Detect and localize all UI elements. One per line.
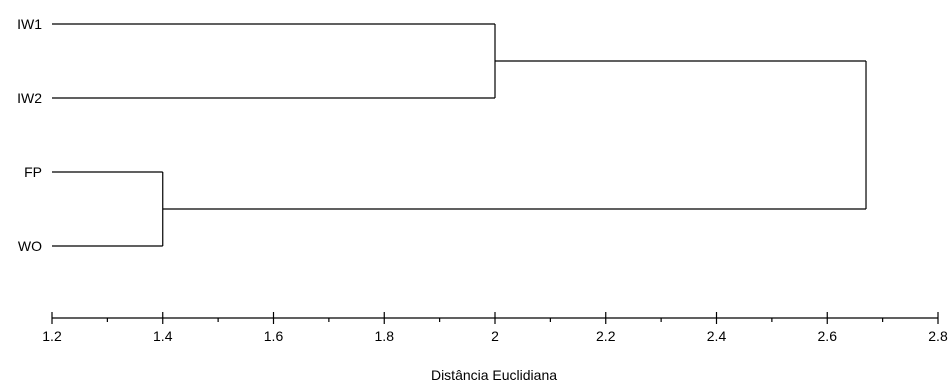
leaf-label-iw2: IW2: [17, 90, 42, 106]
x-tick-label-1.8: 1.8: [375, 328, 395, 344]
x-tick-label-2.2: 2.2: [596, 328, 616, 344]
x-tick-label-2.4: 2.4: [707, 328, 727, 344]
x-tick-label-1.2: 1.2: [42, 328, 62, 344]
x-axis-title: Distância Euclidiana: [431, 367, 557, 383]
x-axis: 1.2 1.4 1.6 1.8 2 2.2 2.4 2.6 2.8: [42, 312, 948, 344]
x-tick-label-1.6: 1.6: [264, 328, 284, 344]
leaf-label-fp: FP: [24, 164, 42, 180]
x-tick-label-2.8: 2.8: [928, 328, 948, 344]
dendrogram-links: [52, 23, 867, 247]
leaf-labels: IW1 IW2 FP WO: [17, 16, 42, 254]
leaf-label-iw1: IW1: [17, 16, 42, 32]
x-tick-label-1.4: 1.4: [153, 328, 173, 344]
leaf-label-wo: WO: [18, 238, 42, 254]
x-tick-label-2: 2: [491, 328, 499, 344]
x-tick-label-2.6: 2.6: [818, 328, 838, 344]
